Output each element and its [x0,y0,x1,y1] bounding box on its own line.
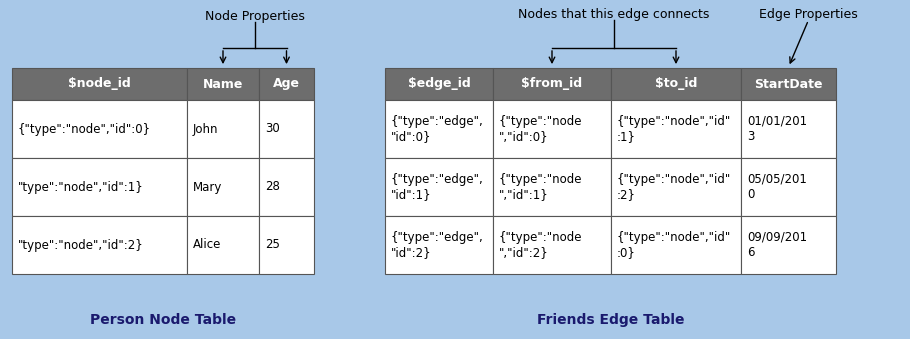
Bar [259,100,314,158]
Text: {"type":"node","id":0}: {"type":"node","id":0} [18,122,151,136]
Bar [493,68,611,100]
Text: 25: 25 [265,239,280,252]
Text: Alice: Alice [193,239,221,252]
Bar [741,68,836,100]
Text: {"type":"node
","id":2}: {"type":"node ","id":2} [499,231,582,259]
Text: Nodes that this edge connects: Nodes that this edge connects [519,8,710,21]
Bar [493,216,611,274]
Text: 01/01/201
3: 01/01/201 3 [747,115,807,143]
Text: 09/09/201
6: 09/09/201 6 [747,231,807,259]
Bar [187,100,259,158]
Text: "type":"node","id":1}: "type":"node","id":1} [18,180,144,194]
Bar [611,158,741,216]
Bar [385,68,493,100]
Text: Age: Age [273,78,300,91]
Bar [259,158,314,216]
Text: {"type":"node","id"
:1}: {"type":"node","id" :1} [617,115,732,143]
Bar [741,216,836,274]
Text: {"type":"node","id"
:0}: {"type":"node","id" :0} [617,231,732,259]
Bar [187,216,259,274]
Text: $from_id: $from_id [521,78,582,91]
Bar [12,216,187,274]
Bar [741,100,836,158]
Bar [12,100,187,158]
Bar [259,216,314,274]
Bar [493,158,611,216]
Text: Edge Properties: Edge Properties [759,8,858,21]
Text: Friends Edge Table: Friends Edge Table [537,313,684,327]
Text: 28: 28 [265,180,280,194]
Bar [493,100,611,158]
Bar [12,158,187,216]
Text: {"type":"node
","id":0}: {"type":"node ","id":0} [499,115,582,143]
Bar [741,158,836,216]
Text: Name: Name [203,78,243,91]
Text: $edge_id: $edge_id [408,78,470,91]
Text: Mary: Mary [193,180,222,194]
Bar [385,100,493,158]
Text: John: John [193,122,218,136]
Bar [12,68,187,100]
Bar [187,68,259,100]
Text: {"type":"edge",
"id":2}: {"type":"edge", "id":2} [391,231,484,259]
Bar [611,216,741,274]
Bar [385,158,493,216]
Bar [187,158,259,216]
Text: 05/05/201
0: 05/05/201 0 [747,173,807,201]
Bar [611,68,741,100]
Text: 30: 30 [265,122,279,136]
Text: $to_id: $to_id [655,78,697,91]
Bar [611,100,741,158]
Text: Node Properties: Node Properties [205,10,305,23]
Text: "type":"node","id":2}: "type":"node","id":2} [18,239,144,252]
Text: {"type":"edge",
"id":0}: {"type":"edge", "id":0} [391,115,484,143]
Text: {"type":"node","id"
:2}: {"type":"node","id" :2} [617,173,732,201]
Text: StartDate: StartDate [754,78,823,91]
Text: Person Node Table: Person Node Table [90,313,236,327]
Text: $node_id: $node_id [68,78,131,91]
Text: {"type":"edge",
"id":1}: {"type":"edge", "id":1} [391,173,484,201]
Bar [259,68,314,100]
Bar [385,216,493,274]
Text: {"type":"node
","id":1}: {"type":"node ","id":1} [499,173,582,201]
